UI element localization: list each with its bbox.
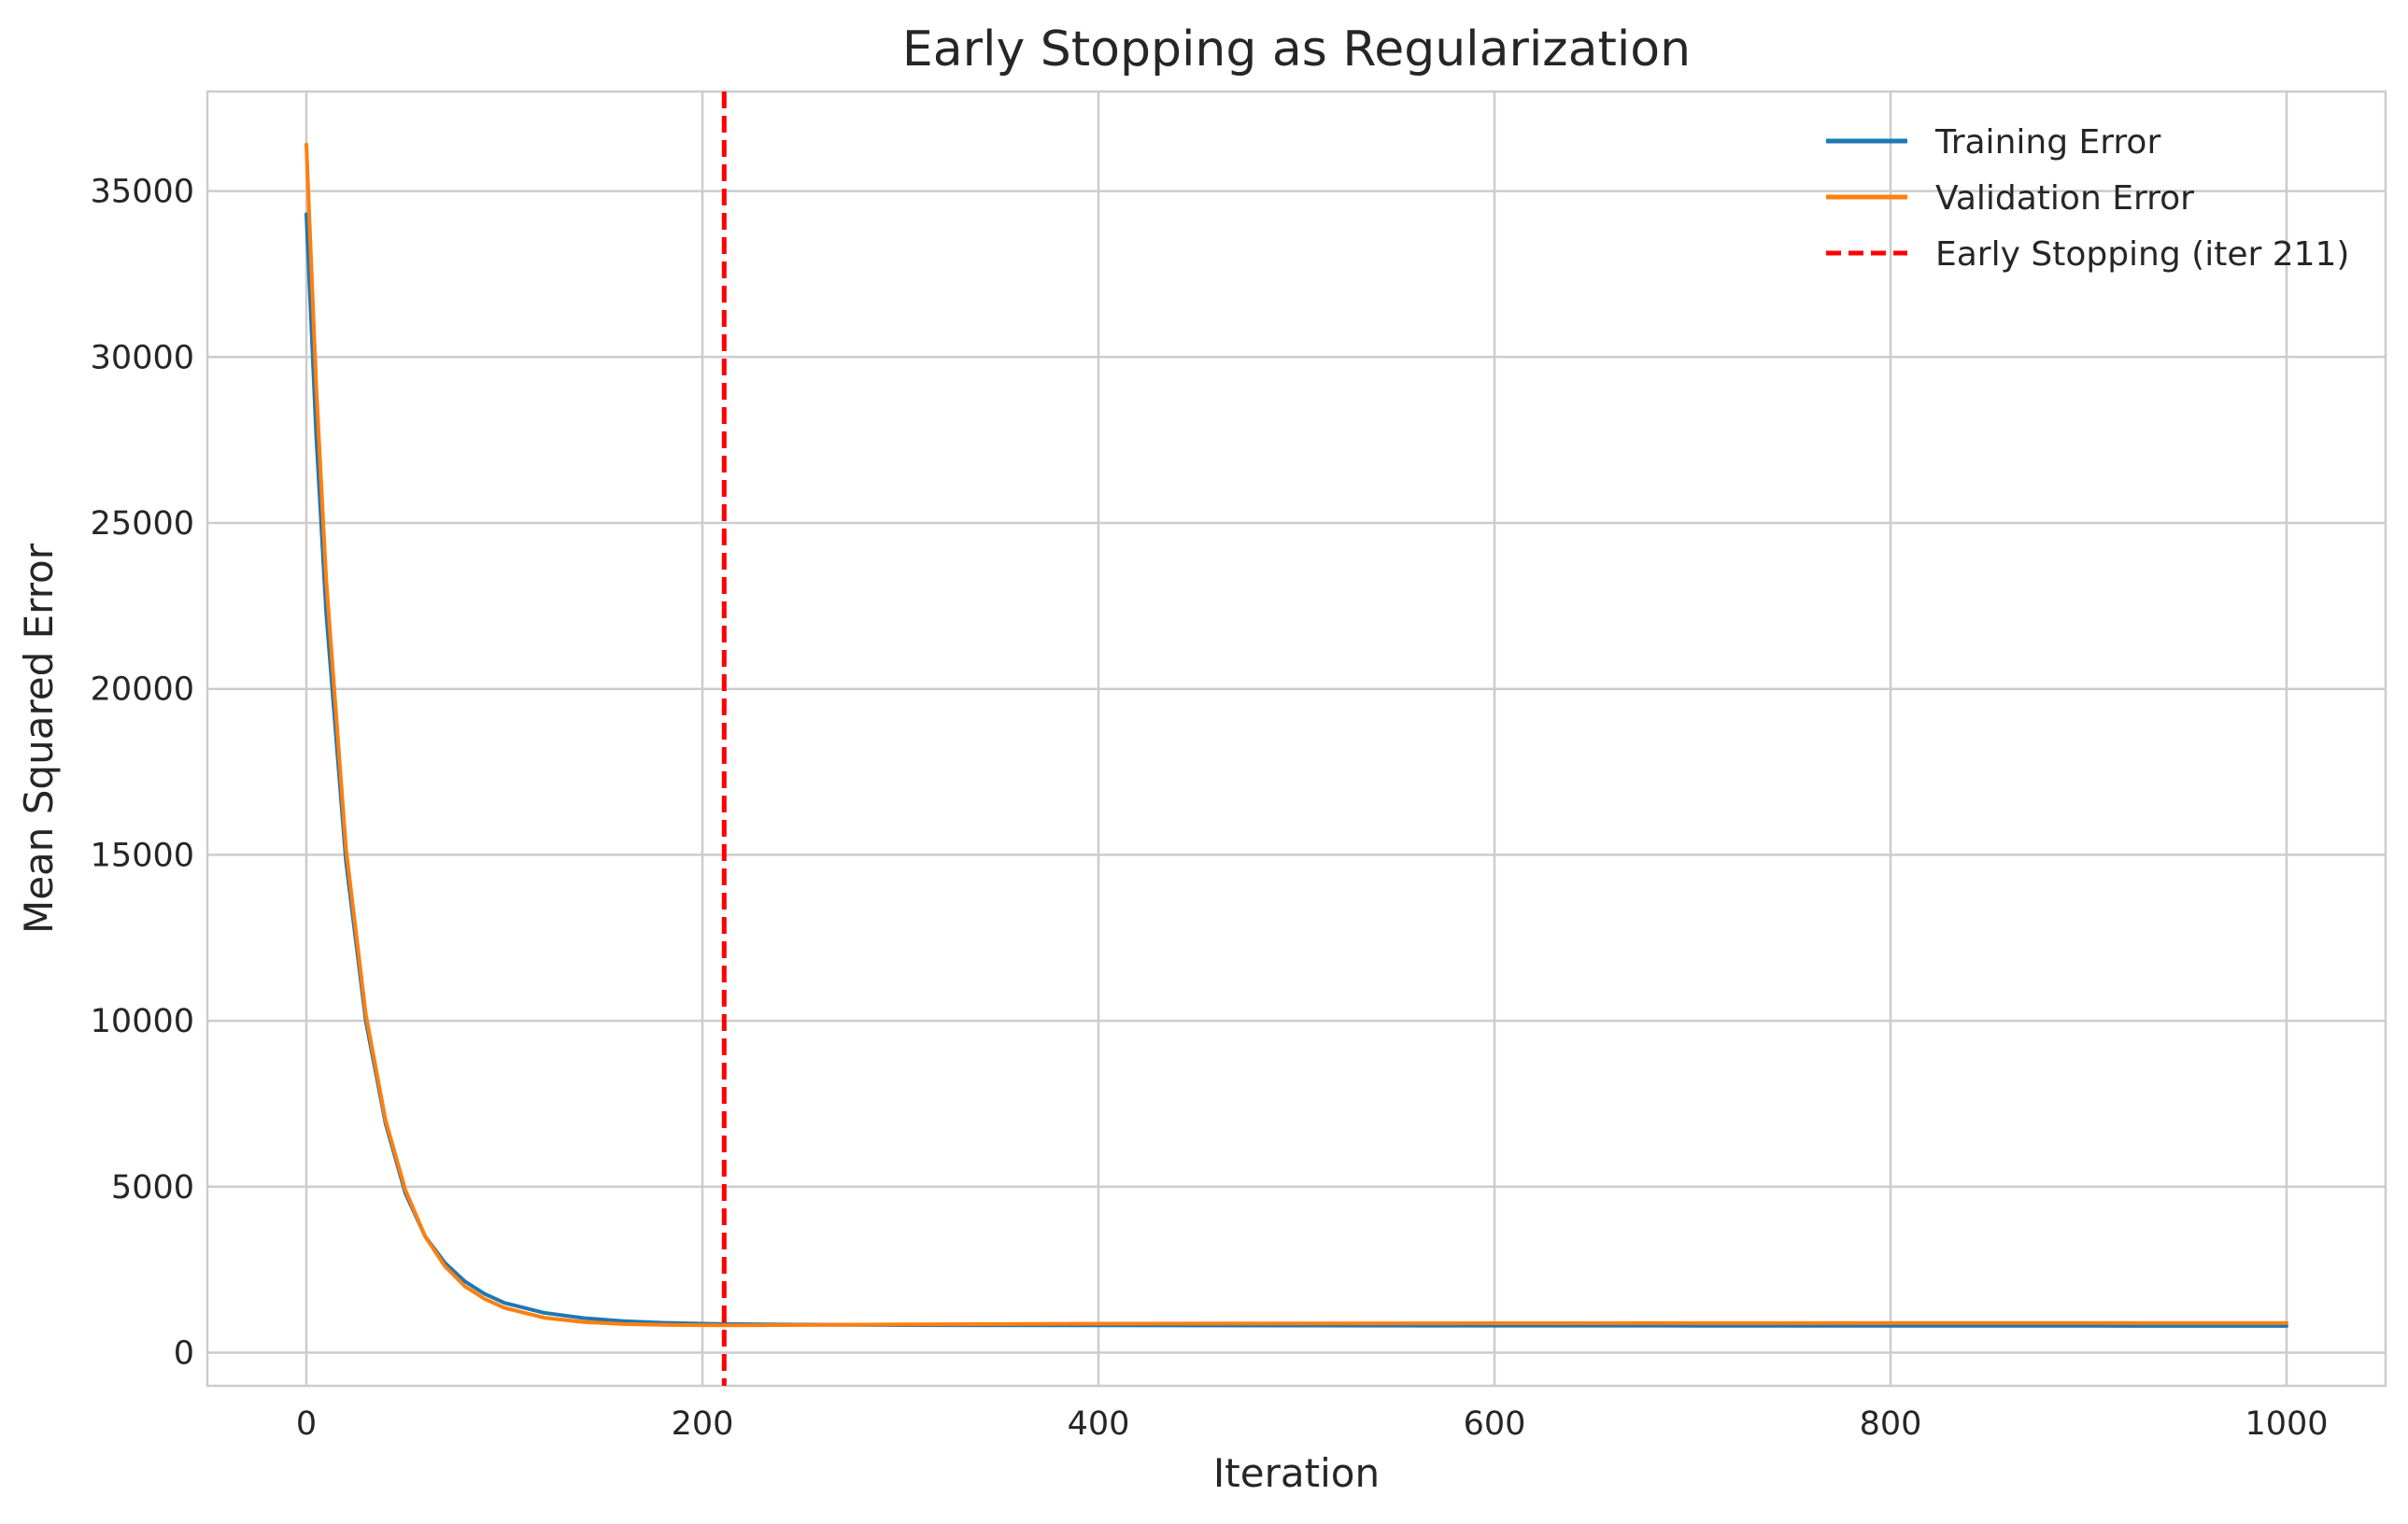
- y-axis-label: Mean Squared Error: [16, 543, 62, 934]
- x-axis-label: Iteration: [1213, 1450, 1380, 1496]
- series-lines: [305, 142, 2288, 1328]
- legend-label: Validation Error: [1935, 179, 2194, 218]
- x-tick-label: 1000: [2245, 1405, 2328, 1443]
- y-tick-label: 35000: [91, 174, 194, 211]
- y-tick-label: 25000: [91, 505, 194, 543]
- x-tick-labels: 0 200 400 600 800 1000: [296, 1405, 2329, 1443]
- chart-title: Early Stopping as Regularization: [902, 21, 1691, 78]
- y-tick-label: 30000: [91, 339, 194, 376]
- x-tick-label: 0: [296, 1405, 317, 1443]
- legend-label: Training Error: [1934, 123, 2160, 162]
- y-tick-label: 5000: [111, 1169, 194, 1206]
- x-tick-label: 200: [672, 1405, 734, 1443]
- y-tick-label: 20000: [91, 671, 194, 709]
- x-tick-label: 600: [1464, 1405, 1526, 1443]
- y-tick-label: 15000: [91, 837, 194, 874]
- y-tick-label: 10000: [91, 1003, 194, 1040]
- y-tick-label: 0: [174, 1334, 194, 1372]
- legend: Training Error Validation Error Early Stop…: [1826, 123, 2349, 274]
- legend-label: Early Stopping (iter 211): [1935, 235, 2349, 274]
- y-tick-labels: 0 5000 10000 15000 20000 25000 30000 35000: [91, 174, 194, 1373]
- validation-error-line: [305, 142, 2288, 1328]
- plot-area-frame: [205, 90, 2387, 1388]
- x-tick-label: 800: [1860, 1405, 1922, 1443]
- x-tick-label: 400: [1068, 1405, 1130, 1443]
- grid: [207, 92, 2386, 1386]
